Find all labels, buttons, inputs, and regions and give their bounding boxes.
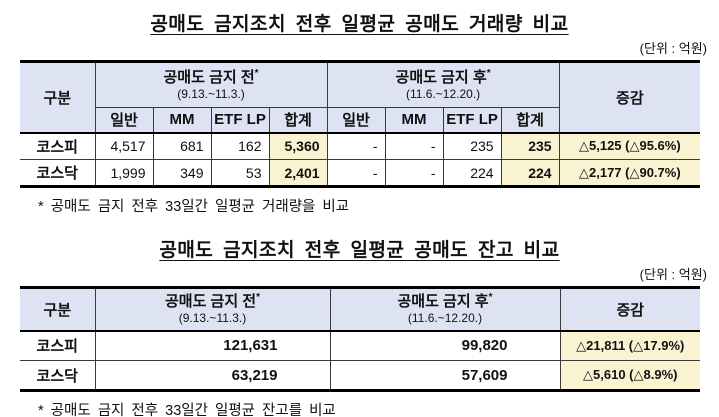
column-header-change: 증감 xyxy=(559,287,700,332)
after-ban-period: (11.6.~12.20.) xyxy=(407,311,483,326)
change-cell: △5,125 (△95.6%) xyxy=(558,132,701,160)
balance-unit-label: (단위 : 억원) xyxy=(639,267,707,282)
footnote-ref-mark: * xyxy=(254,68,259,80)
table-row-kospi: 코스피 121,631 99,820 △21,811 (△17.9%) xyxy=(20,330,700,361)
volume-table-title: 공매도 금지조치 전후 일평균 공매도 거래량 비교 xyxy=(150,14,569,35)
before-ban-text: 공매도 금지 전 xyxy=(163,69,255,87)
subcol-total-after: 합계 xyxy=(500,107,560,134)
before-ban-label: 공매도 금지 전* xyxy=(102,292,324,312)
value-cell: - xyxy=(384,132,444,160)
after-ban-period: (11.6.~12.20.) xyxy=(405,86,481,101)
column-header-category: 구분 xyxy=(20,61,96,134)
value-cell: 4,517 xyxy=(94,132,154,160)
table-row-kosdaq: 코스닥 1,999 349 53 2,401 - - 224 224 △2,17… xyxy=(20,159,701,187)
value-cell: 63,219 xyxy=(94,360,331,391)
column-header-before-ban: 공매도 금지 전* (9.13.~11.3.) xyxy=(94,287,331,332)
value-cell: 1,999 xyxy=(94,159,154,187)
subcol-etflp-before: ETF LP xyxy=(210,107,270,134)
value-cell: 121,631 xyxy=(94,330,331,361)
column-header-change: 증감 xyxy=(558,61,701,134)
footnote-ref-mark: * xyxy=(486,68,491,80)
section-balance: 공매도 금지조치 전후 일평균 공매도 잔고 비교 (단위 : 억원) 구분 공… xyxy=(0,235,719,417)
after-ban-text: 공매도 금지 후 xyxy=(395,69,487,87)
footnote-ref-mark: * xyxy=(488,292,493,304)
column-header-after-ban: 공매도 금지 후* (11.6.~12.20.) xyxy=(329,287,561,332)
balance-table: 구분 공매도 금지 전* (9.13.~11.3.) 공매도 금지 후* (11… xyxy=(20,286,700,392)
before-ban-label: 공매도 금지 전* xyxy=(102,68,321,88)
value-cell: - xyxy=(326,132,386,160)
value-cell: 681 xyxy=(152,132,212,160)
footnote-ref-mark: * xyxy=(256,292,261,304)
total-cell: 2,401 xyxy=(268,159,328,187)
total-cell: 224 xyxy=(500,159,560,187)
table-row-kosdaq: 코스닥 63,219 57,609 △5,610 (△8.9%) xyxy=(20,360,700,391)
subcol-mm-after: MM xyxy=(384,107,444,134)
before-ban-text: 공매도 금지 전 xyxy=(164,293,257,311)
row-label: 코스피 xyxy=(20,132,96,160)
column-header-after-ban: 공매도 금지 후* (11.6.~12.20.) xyxy=(326,61,560,108)
change-cell: △21,811 (△17.9%) xyxy=(559,330,700,361)
table-row-kospi: 코스피 4,517 681 162 5,360 - - 235 235 △5,1… xyxy=(20,132,701,160)
subcol-total-before: 합계 xyxy=(268,107,328,134)
column-header-category: 구분 xyxy=(20,287,96,332)
row-label: 코스닥 xyxy=(20,159,96,187)
balance-footnote: * 공매도 금지 전후 33일간 일평균 잔고를 비교 xyxy=(38,403,336,417)
change-cell: △5,610 (△8.9%) xyxy=(559,360,700,391)
value-cell: 53 xyxy=(210,159,270,187)
value-cell: - xyxy=(384,159,444,187)
volume-table: 구분 공매도 금지 전* (9.13.~11.3.) 공매도 금지 후* (11… xyxy=(20,60,701,188)
subcol-etflp-after: ETF LP xyxy=(442,107,502,134)
row-label: 코스피 xyxy=(20,330,96,361)
total-cell: 5,360 xyxy=(268,132,328,160)
volume-unit-label: (단위 : 억원) xyxy=(639,41,707,56)
section-volume: 공매도 금지조치 전후 일평균 공매도 거래량 비교 (단위 : 억원) 구분 … xyxy=(0,9,719,216)
subcol-mm-before: MM xyxy=(152,107,212,134)
volume-footnote: * 공매도 금지 전후 33일간 일평균 거래량을 비교 xyxy=(38,199,350,215)
value-cell: 57,609 xyxy=(329,360,561,391)
value-cell: - xyxy=(326,159,386,187)
after-ban-label: 공매도 금지 후* xyxy=(334,68,553,88)
before-ban-period: (9.13.~11.3.) xyxy=(177,86,245,101)
before-ban-period: (9.13.~11.3.) xyxy=(178,311,247,326)
column-header-before-ban: 공매도 금지 전* (9.13.~11.3.) xyxy=(94,61,328,108)
after-ban-label: 공매도 금지 후* xyxy=(337,292,554,312)
total-cell: 235 xyxy=(500,132,560,160)
value-cell: 99,820 xyxy=(329,330,561,361)
subcol-general-before: 일반 xyxy=(95,107,154,134)
value-cell: 235 xyxy=(442,132,502,160)
row-label: 코스닥 xyxy=(20,360,96,391)
value-cell: 162 xyxy=(210,132,270,160)
value-cell: 349 xyxy=(152,159,212,187)
subcol-general-after: 일반 xyxy=(326,107,386,134)
balance-table-title: 공매도 금지조치 전후 일평균 공매도 잔고 비교 xyxy=(159,240,560,261)
change-cell: △2,177 (△90.7%) xyxy=(558,159,701,187)
value-cell: 224 xyxy=(442,159,502,187)
after-ban-text: 공매도 금지 후 xyxy=(397,293,489,311)
